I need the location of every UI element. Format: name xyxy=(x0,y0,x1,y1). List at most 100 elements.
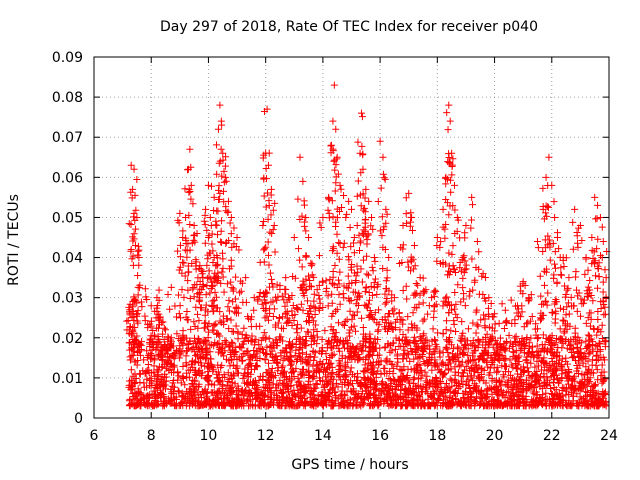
data-point xyxy=(452,310,460,318)
data-point xyxy=(593,284,601,292)
data-point xyxy=(574,370,582,378)
data-point xyxy=(227,256,235,264)
data-point xyxy=(452,357,460,365)
y-tick-label: 0.04 xyxy=(52,251,83,267)
data-point xyxy=(573,307,581,315)
data-point xyxy=(152,377,160,385)
data-point xyxy=(292,325,300,333)
data-point xyxy=(512,365,520,373)
data-point xyxy=(417,374,425,382)
data-point xyxy=(304,297,312,305)
data-point xyxy=(527,334,535,342)
data-point xyxy=(332,379,340,387)
data-point xyxy=(330,388,338,396)
data-point xyxy=(134,271,142,279)
data-point xyxy=(127,220,135,228)
data-point xyxy=(383,381,391,389)
data-point xyxy=(569,218,577,226)
data-point xyxy=(178,286,186,294)
data-point xyxy=(302,253,310,261)
data-point xyxy=(354,354,362,362)
data-point xyxy=(271,248,279,256)
data-point xyxy=(448,250,456,258)
data-point xyxy=(297,370,305,378)
y-tick-label: 0.07 xyxy=(52,130,83,146)
data-point xyxy=(293,381,301,389)
data-point xyxy=(460,252,468,260)
data-point xyxy=(299,366,307,374)
data-point xyxy=(358,113,366,121)
data-point xyxy=(223,392,231,400)
data-point xyxy=(565,310,573,318)
data-point xyxy=(474,322,482,330)
data-point xyxy=(330,81,338,89)
data-point xyxy=(202,205,210,213)
data-point xyxy=(330,350,338,358)
data-point xyxy=(589,369,597,377)
data-point xyxy=(588,361,596,369)
data-point xyxy=(467,365,475,373)
x-tick-label: 6 xyxy=(90,428,99,444)
data-point xyxy=(194,310,202,318)
data-point xyxy=(344,253,352,261)
data-point xyxy=(265,261,273,269)
data-point xyxy=(412,279,420,287)
data-point xyxy=(343,210,351,218)
data-point xyxy=(325,393,333,401)
data-point xyxy=(461,234,469,242)
data-point xyxy=(186,221,194,229)
data-point xyxy=(461,302,469,310)
data-point xyxy=(451,181,458,189)
data-point xyxy=(194,290,202,298)
data-point xyxy=(214,361,222,369)
data-point xyxy=(226,362,234,370)
data-point xyxy=(210,207,218,215)
data-point xyxy=(331,187,339,195)
data-point xyxy=(596,213,604,221)
data-point xyxy=(190,221,198,229)
data-point xyxy=(329,368,337,376)
data-point xyxy=(208,230,216,238)
data-point xyxy=(380,386,388,394)
data-point xyxy=(493,387,501,395)
data-point xyxy=(577,348,585,356)
data-point xyxy=(421,368,429,376)
data-point xyxy=(565,367,573,375)
data-point xyxy=(382,219,390,227)
data-point xyxy=(123,317,131,325)
data-point xyxy=(309,362,317,370)
data-point xyxy=(425,302,433,310)
data-point xyxy=(598,321,606,329)
data-point xyxy=(234,335,242,343)
data-point xyxy=(376,137,384,145)
data-point xyxy=(179,227,187,235)
data-point xyxy=(555,352,563,360)
data-point xyxy=(204,234,212,241)
data-point xyxy=(572,268,580,276)
data-point xyxy=(132,206,140,214)
data-point xyxy=(206,348,214,356)
data-point xyxy=(203,274,211,282)
data-point xyxy=(275,382,283,390)
data-point xyxy=(183,361,191,369)
data-point xyxy=(306,393,314,401)
data-point xyxy=(474,344,482,352)
data-point xyxy=(187,360,195,368)
data-point xyxy=(385,254,393,262)
y-tick-label: 0.08 xyxy=(52,90,83,106)
data-point xyxy=(562,354,570,362)
data-point xyxy=(533,368,541,376)
data-point xyxy=(557,264,565,272)
data-point xyxy=(518,308,526,316)
data-point xyxy=(494,355,502,363)
data-point xyxy=(497,382,505,390)
data-point xyxy=(137,298,145,306)
data-point xyxy=(227,278,235,286)
data-point xyxy=(559,339,567,347)
data-point xyxy=(297,300,305,308)
data-point xyxy=(388,361,396,369)
data-point xyxy=(377,184,385,192)
data-point xyxy=(563,360,571,368)
data-point xyxy=(358,278,366,286)
data-point xyxy=(414,281,422,289)
